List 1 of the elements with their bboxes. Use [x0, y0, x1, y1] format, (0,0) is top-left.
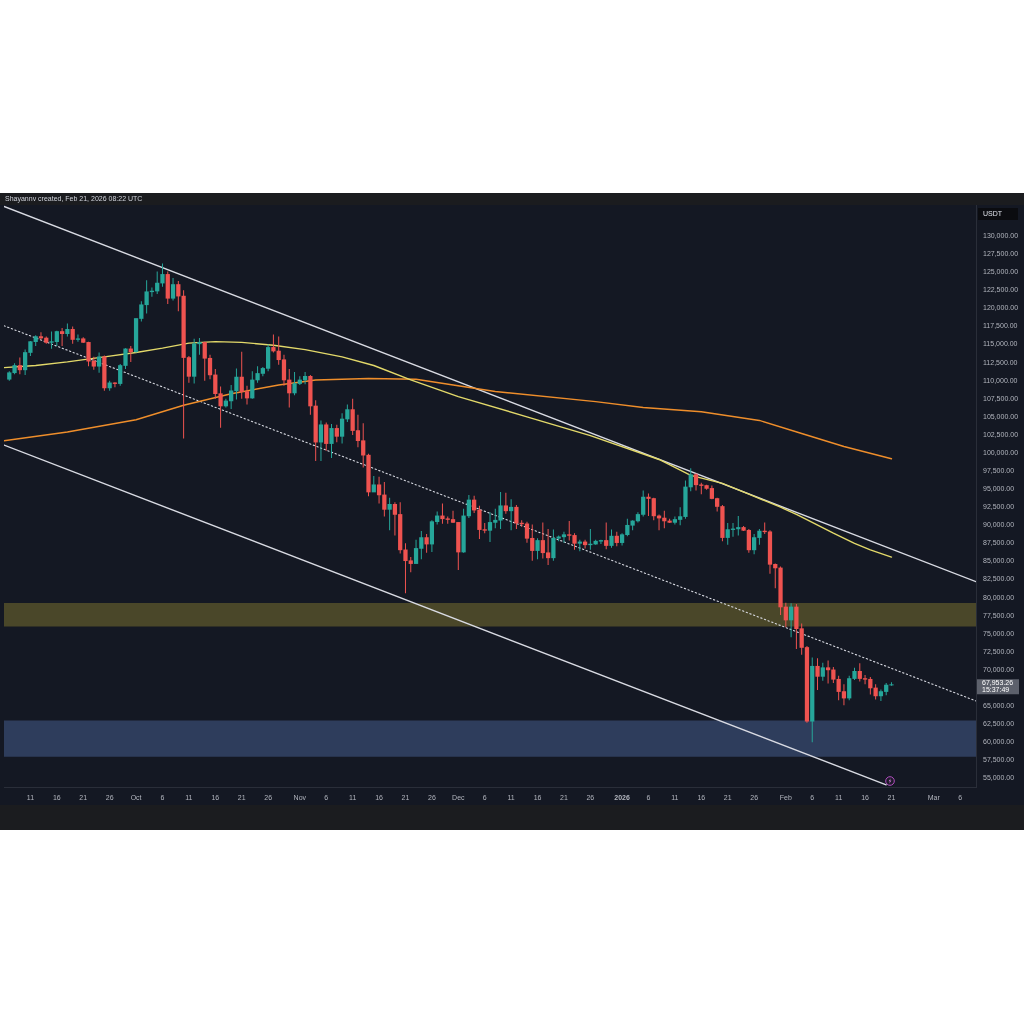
candlestick [825, 660, 831, 684]
